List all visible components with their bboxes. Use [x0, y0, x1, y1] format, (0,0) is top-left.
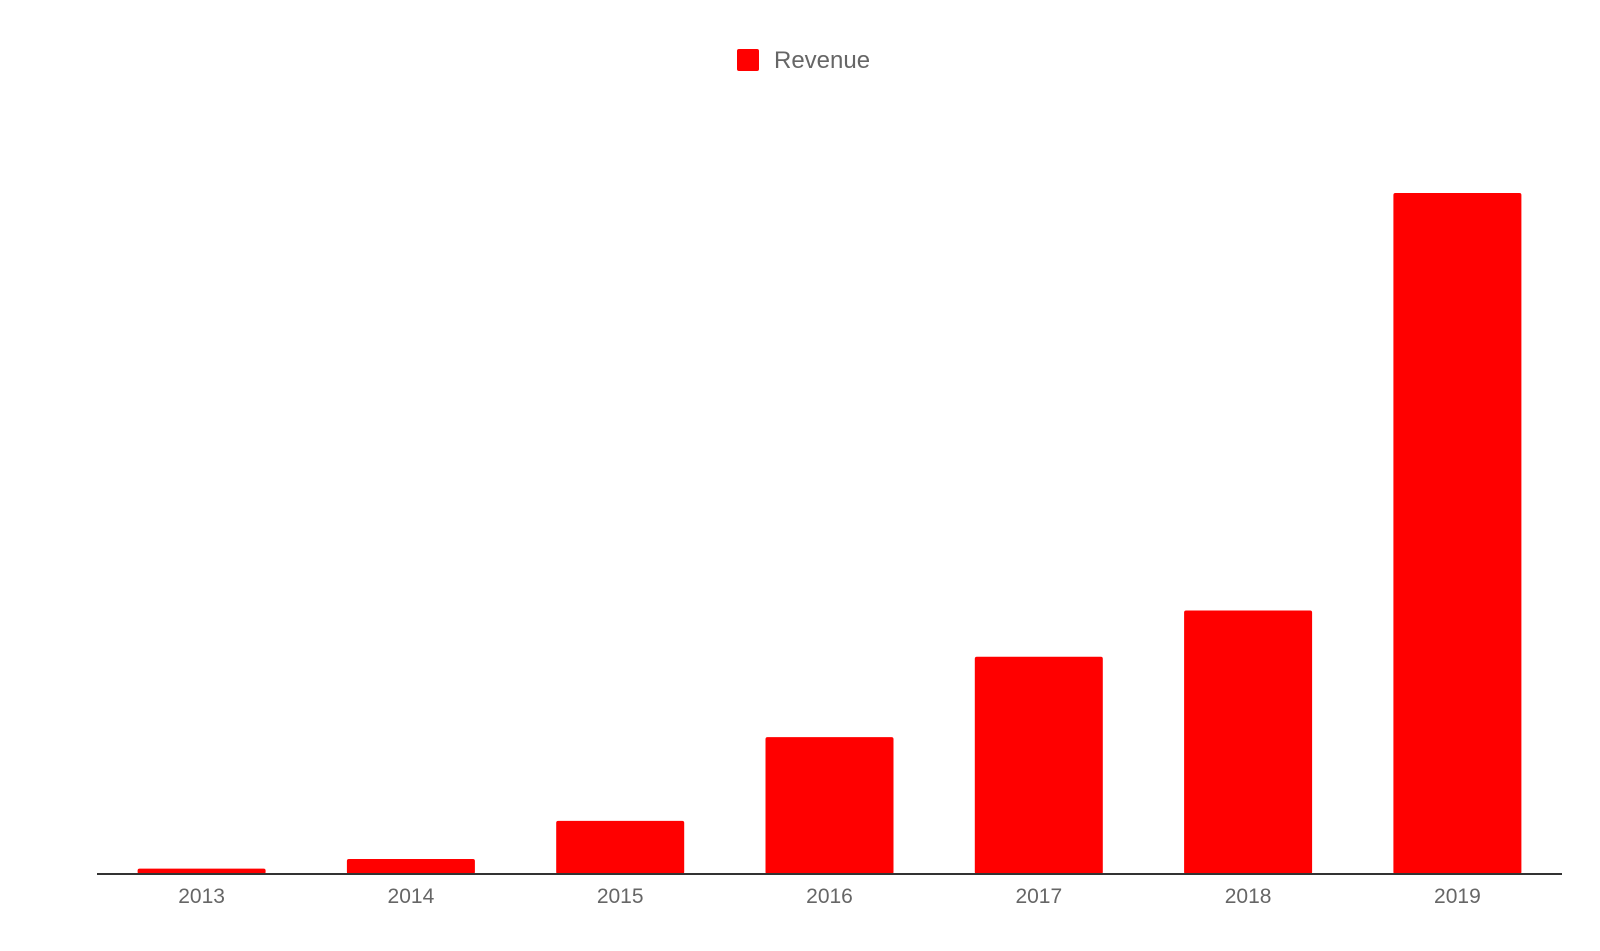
- bar-2014: [346, 859, 475, 874]
- legend-swatch-revenue: [737, 49, 759, 71]
- bar-2019: [1393, 193, 1522, 874]
- bar-2017: [974, 656, 1103, 874]
- legend: Revenue: [737, 47, 870, 74]
- x-tick-label-2016: 2016: [806, 885, 853, 908]
- bar-2018: [1184, 610, 1313, 874]
- x-tick-label-2015: 2015: [597, 885, 644, 908]
- bars-group: [137, 193, 1522, 874]
- bar-2016: [765, 737, 894, 874]
- x-tick-label-2018: 2018: [1225, 885, 1272, 908]
- x-tick-label-2014: 2014: [388, 885, 435, 908]
- legend-label-revenue: Revenue: [774, 47, 870, 74]
- bar-2015: [556, 820, 685, 874]
- x-axis-tick-labels: 2013 2014 2015 2016 2017 2018 2019: [178, 885, 1481, 908]
- x-tick-label-2013: 2013: [178, 885, 225, 908]
- x-tick-label-2019: 2019: [1434, 885, 1481, 908]
- x-tick-label-2017: 2017: [1015, 885, 1062, 908]
- bar-2013: [137, 868, 266, 874]
